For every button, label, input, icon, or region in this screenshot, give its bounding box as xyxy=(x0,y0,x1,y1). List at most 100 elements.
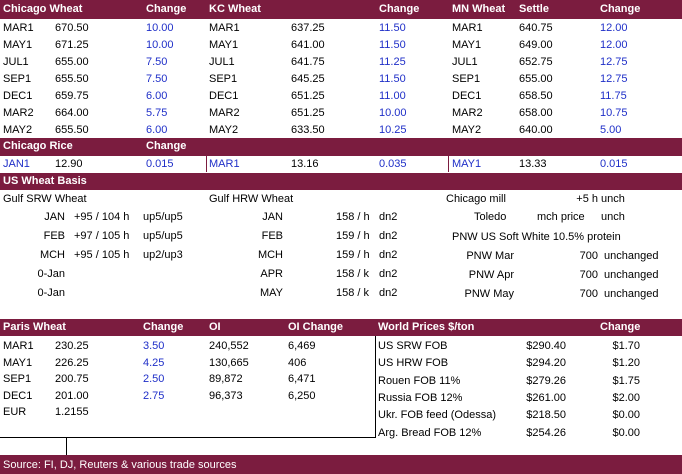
paris-oi-change: 6,471 xyxy=(288,373,316,385)
chicago-mill-label: Chicago mill xyxy=(446,193,506,205)
mn-month: MAY2 xyxy=(452,124,482,136)
chicago-month: MAY1 xyxy=(3,39,33,51)
paris-change: 2.50 xyxy=(143,373,165,385)
kc-change: 11.00 xyxy=(379,90,406,102)
paris-oi-change: 406 xyxy=(288,356,307,369)
rice-divider-2 xyxy=(448,155,449,172)
world-change-header: Change xyxy=(600,321,641,333)
chicago-mill-value: +5 h xyxy=(576,193,598,205)
paris-price: 201.00 xyxy=(55,389,89,402)
kc-price: 645.25 xyxy=(291,73,325,85)
paris-oi-change: 6,469 xyxy=(288,340,316,352)
eur-label: EUR xyxy=(3,406,27,418)
kc-change: 11.25 xyxy=(379,56,406,68)
mn-change: 12.00 xyxy=(600,39,628,51)
rice-value-1: 12.90 xyxy=(55,158,83,170)
world-change: $0.00 xyxy=(612,409,640,422)
mn-month: MAY1 xyxy=(452,39,482,51)
hrw-month: MAY xyxy=(259,287,283,299)
world-price: $218.50 xyxy=(526,409,566,422)
world-price: $294.20 xyxy=(526,357,566,370)
pnw-month: PNW May xyxy=(464,288,515,300)
chicago-month: MAR2 xyxy=(3,107,34,119)
pnw-price: 700 xyxy=(579,288,598,300)
paris-change: 3.50 xyxy=(143,340,165,352)
footer-bar: Source: FI, DJ, Reuters & various trade … xyxy=(0,455,682,474)
eur-value: 1.2155 xyxy=(55,406,89,418)
hrw-basis: 158 / k xyxy=(336,268,370,280)
chicago-price: 671.25 xyxy=(55,39,89,51)
mn-price: 658.50 xyxy=(519,90,553,102)
srw-month: FEB xyxy=(43,230,65,242)
hrw-change: dn2 xyxy=(379,249,398,261)
hrw-month: APR xyxy=(260,268,283,280)
hrw-change: dn2 xyxy=(379,287,398,299)
mn-price: 649.00 xyxy=(519,39,553,51)
paris-change-header: Change xyxy=(143,321,184,333)
mn-wheat-header: MN Wheat xyxy=(452,3,506,15)
rice-header-bar: Chicago Rice Change xyxy=(0,138,682,156)
kc-month: SEP1 xyxy=(209,73,238,85)
toledo-unch: unch xyxy=(601,211,625,223)
mn-month: DEC1 xyxy=(452,90,482,102)
world-change: $1.70 xyxy=(612,340,640,352)
world-price: $261.00 xyxy=(526,391,566,404)
kc-month: JUL1 xyxy=(209,56,235,68)
hrw-change: dn2 xyxy=(379,211,398,223)
kc-change: 11.50 xyxy=(379,22,406,34)
mn-month: MAR2 xyxy=(452,107,483,119)
futures-header-bar: Chicago Wheat Change KC Wheat Change MN … xyxy=(0,0,682,19)
futures-divider-1 xyxy=(206,0,207,19)
kc-price: 641.75 xyxy=(291,56,325,68)
chicago-month: MAR1 xyxy=(3,22,34,34)
world-change: $1.20 xyxy=(612,357,640,370)
rice-value-3: 13.33 xyxy=(519,158,547,170)
rice-month-2: MAR1 xyxy=(209,158,240,170)
basis-header-bar: US Wheat Basis xyxy=(0,173,682,190)
world-price: $290.40 xyxy=(526,340,566,352)
world-origin: US SRW FOB xyxy=(378,340,448,352)
paris-month: MAY1 xyxy=(3,356,33,369)
chicago-change: 10.00 xyxy=(146,22,174,34)
hrw-month: MCH xyxy=(257,249,283,261)
footer-source: Source: FI, DJ, Reuters & various trade … xyxy=(3,459,237,471)
toledo-label: Toledo xyxy=(474,211,507,223)
chicago-month: MAY2 xyxy=(3,124,33,136)
kc-price: 633.50 xyxy=(291,124,325,136)
paris-price: 226.25 xyxy=(55,356,89,369)
chicago-mill-unch: unch xyxy=(601,193,625,205)
rice-change-3: 0.015 xyxy=(600,158,628,170)
kc-wheat-header: KC Wheat xyxy=(209,3,261,15)
paris-oi-header: OI xyxy=(209,321,221,333)
kc-month: MAR1 xyxy=(209,22,240,34)
hrw-basis: 159 / h xyxy=(336,249,370,261)
mn-change: 12.00 xyxy=(600,22,628,34)
mn-price: 658.00 xyxy=(519,107,553,119)
pnw-change: unchanged xyxy=(604,269,659,281)
chicago-month: SEP1 xyxy=(3,73,32,85)
kc-month: DEC1 xyxy=(209,90,239,102)
paris-bottom-line xyxy=(0,437,375,438)
kc-change: 11.50 xyxy=(379,39,406,51)
kc-price: 637.25 xyxy=(291,22,325,34)
chicago-change-header: Change xyxy=(146,3,187,15)
mn-settle-header: Settle xyxy=(519,3,549,15)
rice-change-1: 0.015 xyxy=(146,158,174,170)
world-change: $2.00 xyxy=(612,391,640,404)
srw-basis: +97 / 105 h xyxy=(74,230,130,242)
world-price: $254.26 xyxy=(526,426,566,439)
chicago-change: 6.00 xyxy=(146,90,168,102)
mn-change: 12.75 xyxy=(600,73,628,85)
gulf-srw-label: Gulf SRW Wheat xyxy=(3,193,87,205)
rice-title: Chicago Rice xyxy=(3,140,73,152)
toledo-value: mch price xyxy=(537,211,585,223)
pnw-title: PNW US Soft White 10.5% protein xyxy=(452,231,621,243)
chicago-price: 655.50 xyxy=(55,73,89,85)
hrw-month: JAN xyxy=(262,211,283,223)
srw-month: 0-Jan xyxy=(37,268,65,280)
world-origin: Ukr. FOB feed (Odessa) xyxy=(378,409,496,422)
paris-month: DEC1 xyxy=(3,389,33,402)
paris-oi: 96,373 xyxy=(209,389,243,402)
rice-change-header: Change xyxy=(146,140,187,152)
world-origin: Rouen FOB 11% xyxy=(378,374,461,387)
